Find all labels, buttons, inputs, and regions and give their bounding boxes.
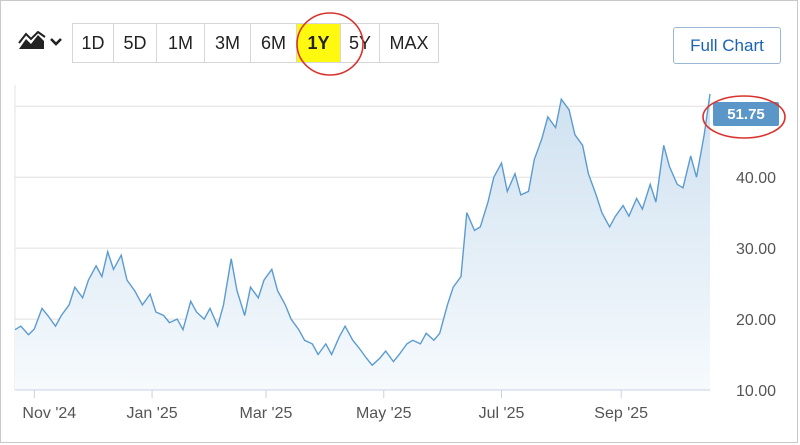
x-axis-ticks: Nov '24 Jan '25 Mar '25 May '25 Jul '25 Sep '… [22,390,648,422]
x-tick-label: May '25 [356,405,412,422]
last-price-badge-bg [713,102,779,126]
x-tick-label: Jul '25 [479,405,525,422]
area-chart-icon [18,30,46,56]
price-line [14,93,711,367]
x-tick-label: Jan '25 [127,405,178,422]
y-tick-label: 40.00 [736,170,776,187]
y-axis-ticks: 10.00 20.00 30.00 40.00 [736,170,776,400]
y-tick-label: 30.00 [736,241,776,258]
annotation-circle-last-price [702,95,786,139]
range-selector: 1D 5D 1M 3M 6M 1Y 5Y MAX [72,23,439,63]
range-5y-button[interactable]: 5Y [340,23,380,63]
y-tick-label: 10.00 [736,383,776,400]
range-max-button[interactable]: MAX [379,23,439,63]
x-tick-label: Nov '24 [22,405,76,422]
chevron-down-icon [49,34,63,52]
price-area-fill [15,93,710,391]
y-tick-label: 20.00 [736,312,776,329]
range-1d-button[interactable]: 1D [72,23,114,63]
full-chart-button[interactable]: Full Chart [673,27,781,64]
x-tick-label: Mar '25 [240,405,293,422]
x-tick-label: Sep '25 [594,405,648,422]
chart-type-selector[interactable] [18,23,72,63]
range-6m-button[interactable]: 6M [250,23,297,63]
range-1y-button[interactable]: 1Y [296,23,341,63]
chart-toolbar: 1D 5D 1M 3M 6M 1Y 5Y MAX [18,22,439,64]
range-5d-button[interactable]: 5D [113,23,157,63]
last-price-value: 51.75 [727,106,765,123]
range-1m-button[interactable]: 1M [156,23,205,63]
last-price-badge: 51.75 [702,95,786,139]
range-3m-button[interactable]: 3M [204,23,251,63]
